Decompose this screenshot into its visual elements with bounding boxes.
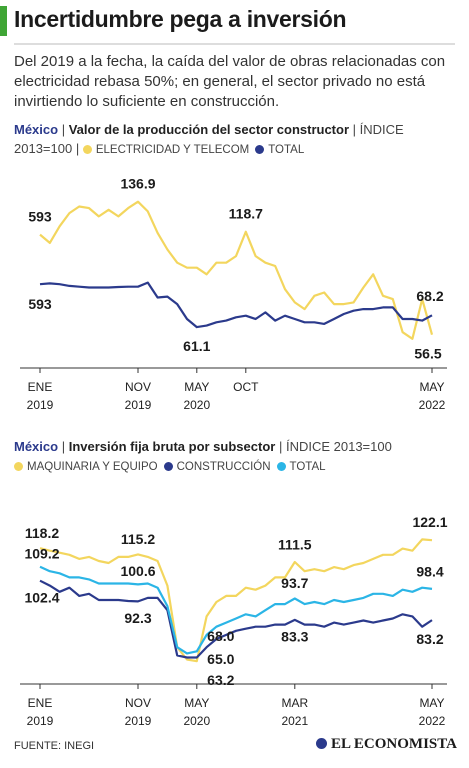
data-label: 118.2 — [25, 525, 59, 541]
x-tick-label: NOV 2019 — [125, 380, 152, 412]
legend-item: CONSTRUCCIÓN — [163, 461, 271, 473]
title: Incertidumbre pega a inversión — [14, 6, 347, 32]
chart-title: Inversión fija bruta por subsector — [68, 439, 276, 454]
legend-item: ELECTRICIDAD Y TELECOM — [82, 144, 250, 156]
chart-title: Valor de la producción del sector constr… — [68, 122, 350, 137]
source: FUENTE: INEGI — [14, 740, 95, 752]
data-label: 593 — [28, 208, 52, 224]
legend-label: TOTAL — [289, 461, 326, 473]
x-tick-label: MAY 2020 — [183, 380, 210, 412]
legend-label: ELECTRICIDAD Y TELECOM — [95, 144, 250, 156]
x-tick-label: MAY 2022 — [419, 380, 446, 412]
data-label: 56.5 — [414, 345, 441, 361]
data-label: 83.2 — [416, 631, 443, 647]
separator: | — [352, 122, 357, 137]
data-label: 118.7 — [229, 205, 263, 221]
data-label: 65.0 — [207, 651, 234, 667]
data-label: 122.1 — [412, 514, 447, 530]
series-line — [39, 579, 433, 659]
legend-item: TOTAL — [255, 144, 304, 156]
data-label: 102.4 — [24, 589, 59, 605]
unit: ÍNDICE 2013=100 — [14, 122, 404, 156]
series-line — [39, 200, 434, 340]
separator: | — [278, 439, 283, 454]
data-label: 92.3 — [124, 610, 151, 626]
legend-swatch — [276, 462, 286, 471]
x-tick-label: ENE 2019 — [27, 696, 54, 728]
data-label: 100.6 — [120, 563, 155, 579]
data-label: 115.2 — [121, 531, 155, 547]
x-tick-label: ENE 2019 — [27, 380, 54, 412]
chart-header: México | Valor de la producción del sect… — [14, 120, 459, 160]
x-tick-label: NOV 2019 — [125, 696, 152, 728]
legend-label: CONSTRUCCIÓN — [176, 461, 271, 473]
data-label: 68.2 — [416, 288, 443, 304]
series-line — [39, 565, 433, 655]
separator: | — [61, 122, 66, 137]
data-label: 93.7 — [281, 575, 308, 591]
logo — [316, 738, 327, 749]
brand: EL ECONOMISTA — [316, 736, 457, 753]
unit: ÍNDICE 2013=100 — [285, 439, 392, 454]
x-tick-label: OCT — [233, 380, 259, 394]
data-label: 593 — [28, 296, 52, 312]
brand-name: EL ECONOMISTA — [331, 736, 457, 752]
data-label: 83.3 — [281, 629, 308, 645]
legend-item: MAQUINARIA Y EQUIPO — [14, 461, 158, 473]
series-line — [39, 538, 433, 663]
data-label: 109.2 — [24, 545, 59, 561]
x-tick-label: MAY 2020 — [183, 696, 210, 728]
legend-label: TOTAL — [268, 144, 305, 156]
data-label: 68.0 — [207, 628, 234, 644]
separator: | — [61, 439, 66, 454]
data-label: 111.5 — [278, 537, 312, 553]
legend-swatch — [255, 145, 265, 154]
data-label: 98.4 — [416, 564, 443, 580]
legend-item: TOTAL — [276, 461, 326, 473]
separator: | — [75, 141, 80, 156]
chart-header: México | Inversión fija bruta por subsec… — [14, 437, 459, 477]
legend-swatch — [14, 462, 23, 471]
legend: ELECTRICIDAD Y TELECOM TOTAL — [82, 141, 310, 156]
region: México — [14, 439, 59, 454]
data-label: 136.9 — [120, 175, 155, 191]
x-tick-label: MAY 2022 — [419, 696, 446, 728]
series-line — [39, 281, 433, 329]
legend-label: MAQUINARIA Y EQUIPO — [27, 461, 158, 473]
x-tick-label: MAR 2021 — [281, 696, 308, 728]
legend: MAQUINARIA Y EQUIPO CONSTRUCCIÓN TOTAL — [14, 458, 332, 473]
intro: Del 2019 a la fecha, la caída del valor … — [14, 53, 446, 110]
title-accent — [0, 6, 7, 36]
data-label: 61.1 — [183, 338, 210, 354]
legend-swatch — [163, 462, 173, 471]
data-label: 63.2 — [207, 672, 234, 688]
region: México — [14, 122, 59, 137]
legend-swatch — [82, 145, 92, 154]
